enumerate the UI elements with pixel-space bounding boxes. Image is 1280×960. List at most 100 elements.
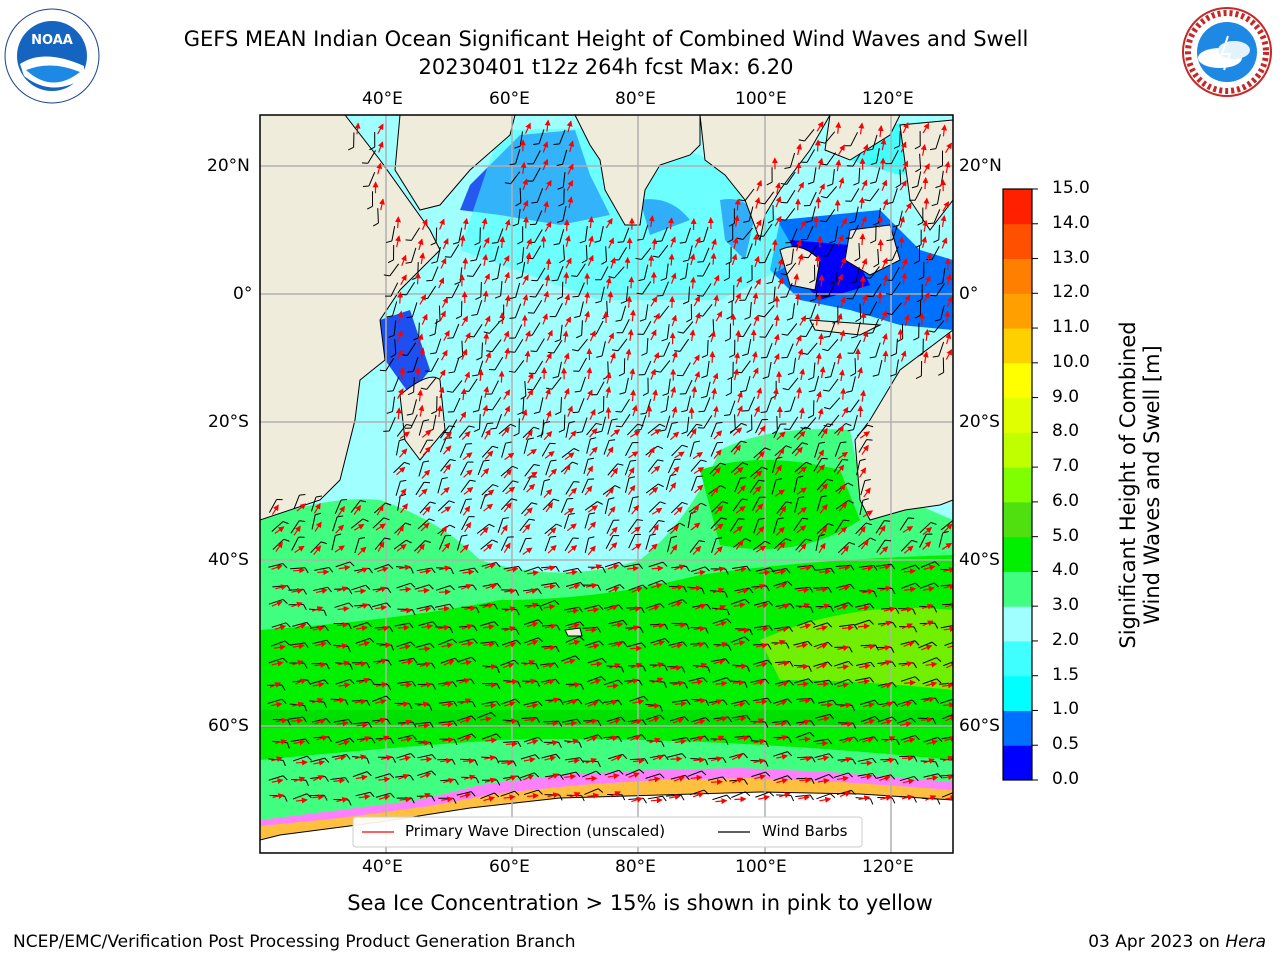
wind-barb <box>697 262 711 277</box>
wind-barb <box>386 396 396 414</box>
wind-barb <box>781 189 796 204</box>
wind-barb <box>773 580 793 587</box>
wind-barb <box>523 437 534 454</box>
wave-direction-arrow <box>710 778 724 785</box>
wind-barb <box>565 582 585 588</box>
wind-barb <box>565 481 580 495</box>
colorbar-segment <box>1003 501 1032 538</box>
wind-barb <box>681 395 691 413</box>
wind-barb <box>615 398 630 413</box>
wind-barb <box>856 458 866 476</box>
colorbar-segment <box>1003 223 1032 260</box>
wind-barb <box>509 282 521 299</box>
wind-barb <box>466 263 482 277</box>
colorbar-segment <box>1003 571 1032 607</box>
wind-barb <box>771 568 791 574</box>
wind-barb <box>292 621 312 628</box>
wind-barb <box>851 321 861 339</box>
wind-barb <box>771 478 782 495</box>
wind-barb <box>918 262 925 281</box>
wind-barb <box>691 475 703 491</box>
wind-barb <box>352 622 372 628</box>
wind-barb <box>435 585 455 591</box>
wind-barb <box>581 244 588 264</box>
wind-barb <box>530 338 545 352</box>
wave-direction-arrow <box>799 777 812 784</box>
wind-barb <box>488 245 500 263</box>
wind-barb <box>727 224 734 243</box>
wind-barb <box>754 600 774 606</box>
wind-barb <box>601 246 608 265</box>
wind-barb <box>497 517 509 533</box>
wind-barb <box>711 537 723 554</box>
wind-barb <box>682 286 691 305</box>
wind-barb <box>509 303 522 319</box>
wind-barb <box>459 498 472 514</box>
wind-barb <box>448 357 460 374</box>
wave-direction-arrow <box>646 405 653 418</box>
colorbar-segment <box>1003 710 1032 746</box>
wind-barb <box>576 417 588 434</box>
wind-barb <box>406 399 417 416</box>
wind-barb <box>583 457 594 474</box>
wind-barb <box>372 602 392 608</box>
wind-barb <box>485 380 499 395</box>
wind-barb <box>850 358 857 377</box>
wind-barb <box>334 499 348 514</box>
wind-barb <box>458 638 478 644</box>
wind-barb <box>474 227 481 246</box>
wind-barb <box>846 376 856 393</box>
wave-direction-legend-label: Primary Wave Direction (unscaled) <box>405 822 666 840</box>
wind-barb <box>813 641 833 648</box>
wind-barb <box>645 603 665 609</box>
wave-direction-arrow <box>821 701 834 708</box>
colorbar-segment <box>1003 675 1032 711</box>
wind-barb <box>628 584 648 591</box>
wind-barb <box>387 376 400 392</box>
lon-label-bottom: 120°E <box>862 857 914 877</box>
wave-direction-arrow <box>418 739 431 746</box>
wind-barb <box>940 625 953 629</box>
wind-barb <box>936 267 946 286</box>
wind-barb <box>565 420 575 438</box>
wind-barb <box>579 226 588 244</box>
wind-barb <box>815 533 825 551</box>
wind-barb <box>890 338 898 357</box>
wind-barb <box>822 282 836 298</box>
wind-barb <box>407 377 415 396</box>
wind-barb <box>662 378 671 396</box>
wind-barb <box>915 153 922 173</box>
wind-barb <box>760 397 773 413</box>
wind-barb <box>431 246 441 264</box>
wind-barb <box>444 244 460 258</box>
wind-barb <box>407 356 419 373</box>
wind-barb <box>461 516 475 531</box>
wind-barb <box>781 343 794 359</box>
wind-barb <box>573 357 587 372</box>
wind-barb <box>919 521 937 534</box>
colorbar-tick-label: 15.0 <box>1052 178 1090 198</box>
wind-barb <box>666 421 678 438</box>
wind-barb <box>552 361 562 379</box>
wind-barb <box>429 319 438 337</box>
wind-barb <box>385 226 396 244</box>
wind-barb <box>785 228 798 244</box>
wind-barb <box>834 602 854 608</box>
wind-barb <box>918 641 938 649</box>
wind-barb <box>758 248 772 264</box>
colorbar-segment <box>1003 362 1032 399</box>
wind-barb <box>780 282 793 298</box>
wave-direction-arrow <box>522 216 529 229</box>
wind-barb <box>645 533 657 550</box>
wind-barb <box>846 152 861 167</box>
lat-label-left: 60°S <box>208 716 249 736</box>
wind-barb <box>915 229 922 248</box>
wind-barb <box>500 536 514 551</box>
wind-barb <box>438 534 452 550</box>
wind-barb <box>638 360 652 376</box>
wind-barb <box>459 567 479 574</box>
wind-barb <box>494 280 503 299</box>
wind-barb <box>725 246 732 265</box>
wave-direction-arrow <box>710 252 717 265</box>
wind-barb <box>486 339 502 353</box>
